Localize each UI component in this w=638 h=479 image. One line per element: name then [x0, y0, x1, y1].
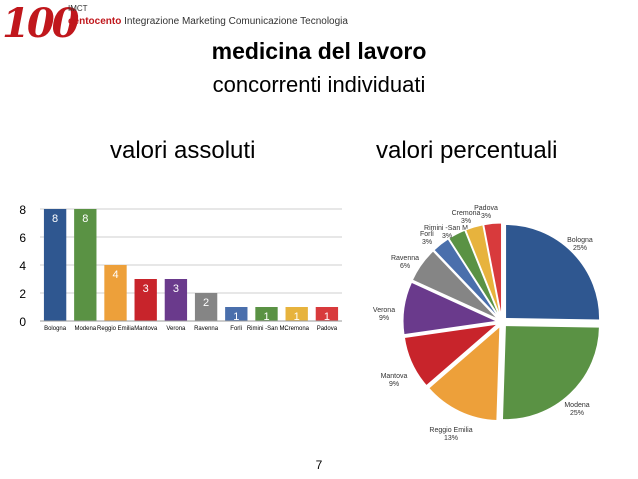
bar: [315, 307, 339, 321]
bar-value-label: 1: [294, 311, 300, 323]
bar: [104, 265, 127, 321]
logo-number: 100: [2, 0, 79, 47]
y-tick-label: 2: [19, 287, 26, 301]
pie-slice: [411, 250, 499, 320]
pie-slice: [402, 281, 499, 336]
pie-slice: [505, 223, 601, 321]
pie-category-label: Bologna: [567, 237, 593, 244]
bar: [194, 293, 218, 321]
bar: [225, 307, 248, 321]
pie-percent-label: 9%: [389, 381, 399, 388]
x-tick-label: Cremona: [284, 326, 309, 332]
pie-percent-label: 25%: [570, 410, 584, 417]
x-tick-label: Ravenna: [194, 326, 219, 332]
bar-value-label: 3: [173, 283, 179, 295]
bar-chart-heading: valori assoluti: [110, 137, 256, 164]
pie-chart-heading: valori percentuali: [376, 137, 558, 164]
y-tick-label: 4: [19, 259, 26, 273]
page-number: 7: [315, 458, 323, 472]
logo-tagline-text: Integrazione Marketing Comunicazione Tec…: [124, 16, 348, 27]
bar: [255, 307, 278, 321]
x-tick-label: Modena: [74, 326, 96, 332]
pie-category-label: Ravenna: [391, 255, 419, 262]
x-tick-label: Verona: [166, 326, 186, 332]
x-tick-label: Rimini -San M.: [247, 326, 287, 332]
x-tick-label: Forlì: [230, 326, 242, 332]
pie-percent-label: 25%: [573, 245, 587, 252]
pie-slice: [483, 222, 503, 318]
pie-percent-label: 9%: [379, 315, 389, 322]
bar: [74, 209, 97, 321]
pie-percent-label: 3%: [442, 233, 452, 240]
bar: [164, 279, 188, 321]
bar-value-label: 4: [112, 269, 118, 281]
x-tick-label: Bologna: [44, 326, 67, 332]
x-tick-label: Mantova: [134, 326, 158, 332]
pie-slice: [433, 238, 500, 319]
bar-value-label: 2: [203, 297, 209, 309]
bar-value-label: 8: [82, 213, 88, 225]
bar: [285, 307, 308, 321]
logo-tagline: centocento Integrazione Marketing Comuni…: [68, 16, 348, 27]
pie-percent-label: 3%: [461, 218, 471, 225]
company-logo: 100 IMCT centocento Integrazione Marketi…: [0, 0, 348, 47]
bar-value-label: 1: [233, 311, 239, 323]
bar-value-label: 1: [324, 311, 330, 323]
pie-slice: [465, 224, 502, 318]
logo-brand: centocento: [68, 16, 122, 27]
pie-slice: [448, 229, 501, 318]
pie-percent-label: 3%: [422, 239, 432, 246]
bar-value-label: 1: [263, 311, 269, 323]
pie-category-label: Cremona: [452, 210, 481, 217]
bar-value-label: 8: [52, 213, 58, 225]
slide-title: medicina del lavoro: [211, 38, 427, 64]
pie-percent-label: 13%: [444, 435, 458, 442]
pie-percent-label: 6%: [400, 263, 410, 270]
pie-category-label: Modena: [564, 402, 589, 409]
logo-imct: IMCT: [68, 4, 88, 13]
y-tick-label: 8: [19, 203, 26, 217]
pie-slice: [428, 325, 501, 421]
bar: [134, 279, 157, 321]
pie-category-label: Forlì: [420, 231, 434, 238]
pie-slice: [403, 323, 500, 387]
x-tick-label: Reggio Emilia: [97, 326, 135, 332]
pie-percent-label: 3%: [481, 213, 491, 220]
pie-category-label: Padova: [474, 205, 498, 212]
y-tick-label: 0: [19, 315, 26, 329]
pie-slice: [501, 325, 600, 421]
y-tick-label: 6: [19, 231, 26, 245]
bar: [43, 209, 67, 321]
pie-category-label: Reggio Emilia: [429, 427, 472, 434]
bar-value-label: 3: [143, 283, 149, 295]
pie-category-label: Rimini -San M.: [424, 225, 470, 232]
slide-subtitle: concorrenti individuati: [212, 72, 426, 97]
pie-category-label: Verona: [373, 307, 395, 314]
x-tick-label: Padova: [317, 326, 338, 332]
pie-category-label: Mantova: [381, 373, 408, 380]
